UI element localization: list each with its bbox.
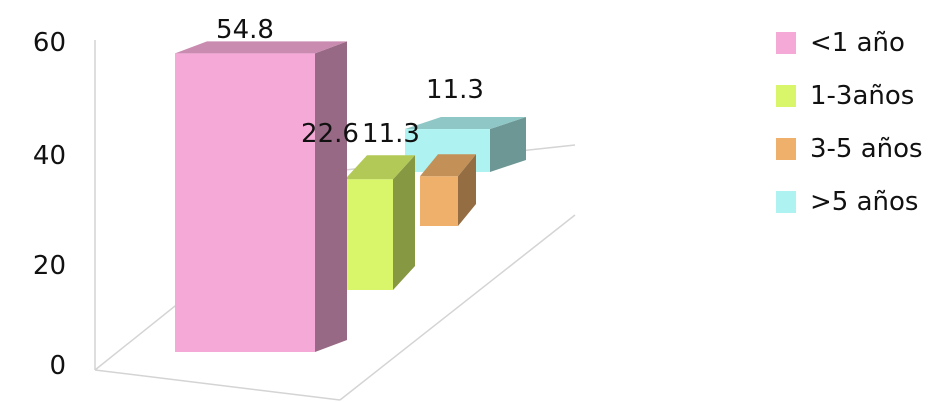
floor-right-edge <box>339 214 576 401</box>
legend-swatch <box>776 138 796 160</box>
data-label: 11.3 <box>362 119 420 149</box>
legend-label: 3-5 años <box>810 134 923 164</box>
y-tick-label: 0 <box>49 351 66 381</box>
legend-swatch <box>776 32 796 54</box>
data-label: 54.8 <box>216 15 274 45</box>
legend-item-1-3: 1-3años <box>776 81 923 111</box>
bar-1 <box>345 155 415 290</box>
bar-3 <box>405 117 526 172</box>
legend-label: >5 años <box>810 187 919 217</box>
bars <box>175 41 526 353</box>
bar-2 <box>420 154 476 226</box>
legend: <1 año 1-3años 3-5 años >5 años <box>776 28 923 240</box>
bar-front-face <box>345 179 393 290</box>
legend-label: <1 año <box>810 28 905 58</box>
y-tick-label: 40 <box>33 141 66 171</box>
bar-top-face <box>420 154 476 177</box>
y-axis-ticks: 0 20 40 60 <box>33 28 66 381</box>
bar-side-face <box>458 154 476 226</box>
floor-front-edge <box>94 369 341 401</box>
legend-item-3-5: 3-5 años <box>776 134 923 164</box>
data-label: 22.6 <box>301 119 359 149</box>
bar-top-face <box>175 41 347 54</box>
data-label: 11.3 <box>426 75 484 105</box>
bar-side-face <box>315 41 347 353</box>
y-tick-label: 60 <box>33 28 66 58</box>
bar-top-face <box>405 117 526 130</box>
y-tick-label: 20 <box>33 251 66 281</box>
bar-0 <box>175 41 347 353</box>
bar-side-face <box>490 117 526 172</box>
legend-item-gt5: >5 años <box>776 187 923 217</box>
legend-swatch <box>776 191 796 213</box>
legend-swatch <box>776 85 796 107</box>
bar-side-face <box>393 155 415 290</box>
bar-top-face <box>345 155 415 180</box>
data-labels: 54.822.6 11.311.3 <box>216 15 484 149</box>
bar-front-face <box>175 53 315 353</box>
legend-label: 1-3años <box>810 81 915 111</box>
bar-front-face <box>420 176 458 226</box>
legend-item-lt1: <1 año <box>776 28 923 58</box>
